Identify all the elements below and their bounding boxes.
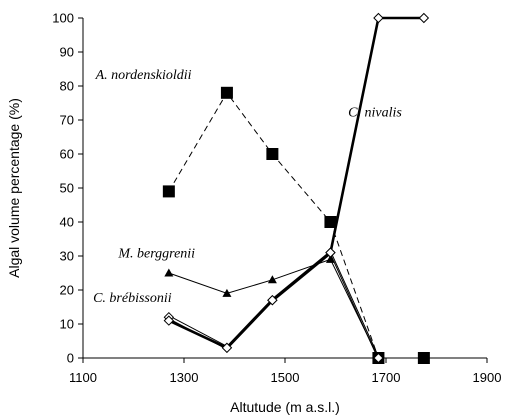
data-point-0-5 [417, 352, 430, 364]
series-line [168, 91, 424, 359]
series-line [168, 258, 379, 359]
x-axis-title: Altutude (m a.s.l.) [230, 399, 340, 415]
series-line [168, 16, 424, 350]
y-axis-ticks: 0 10 20 30 40 50 60 70 80 90 100 [52, 11, 83, 366]
series-1 [164, 254, 383, 362]
x-tick-label: 1900 [473, 370, 502, 385]
data-point-1-1 [222, 288, 232, 297]
data-point-1-2 [267, 275, 277, 284]
series-0 [162, 86, 430, 364]
series-label: C. brébissonii [93, 291, 172, 306]
y-tick-label: 20 [60, 283, 74, 298]
series-2 [163, 247, 384, 364]
y-tick-label: 80 [60, 79, 74, 94]
series-layer [162, 12, 430, 364]
series-label: M. berggrenii [117, 247, 195, 262]
data-point-0-2 [266, 148, 279, 160]
x-tick-label: 1100 [69, 370, 97, 385]
y-tick-label: 90 [60, 45, 74, 60]
data-point-3-2 [267, 294, 278, 306]
y-tick-label: 50 [60, 181, 74, 196]
series-3 [163, 12, 430, 354]
data-point-0-1 [220, 86, 233, 99]
data-point-3-5 [418, 12, 430, 24]
x-tick-label: 1300 [170, 370, 199, 385]
data-point-0-0 [162, 185, 175, 198]
y-tick-label: 100 [52, 11, 74, 26]
data-point-3-4 [373, 12, 384, 24]
data-point-1-3 [325, 254, 335, 263]
y-tick-label: 10 [60, 317, 74, 332]
y-tick-label: 70 [60, 113, 74, 128]
series-labels: A. nordenskioldii M. berggrenii C. brébiss… [93, 68, 402, 306]
y-tick-label: 60 [60, 147, 74, 162]
y-tick-label: 30 [60, 249, 74, 264]
data-point-2-4 [373, 352, 384, 364]
data-point-3-1 [221, 342, 233, 354]
data-point-3-0 [163, 315, 175, 326]
data-point-3-3 [325, 247, 336, 258]
x-tick-label: 1500 [271, 370, 300, 385]
y-tick-label: 40 [60, 215, 74, 230]
data-point-1-0 [164, 268, 174, 277]
y-axis-title: Algal volume percentage (%) [6, 98, 22, 278]
x-tick-label: 1700 [372, 370, 401, 385]
series-label: A. nordenskioldii [95, 68, 192, 83]
x-axis-ticks: 1100 1300 1500 1700 1900 [69, 358, 501, 385]
series-label: C. nivalis [348, 106, 402, 121]
data-point-0-3 [324, 216, 337, 228]
y-tick-label: 0 [67, 351, 74, 366]
